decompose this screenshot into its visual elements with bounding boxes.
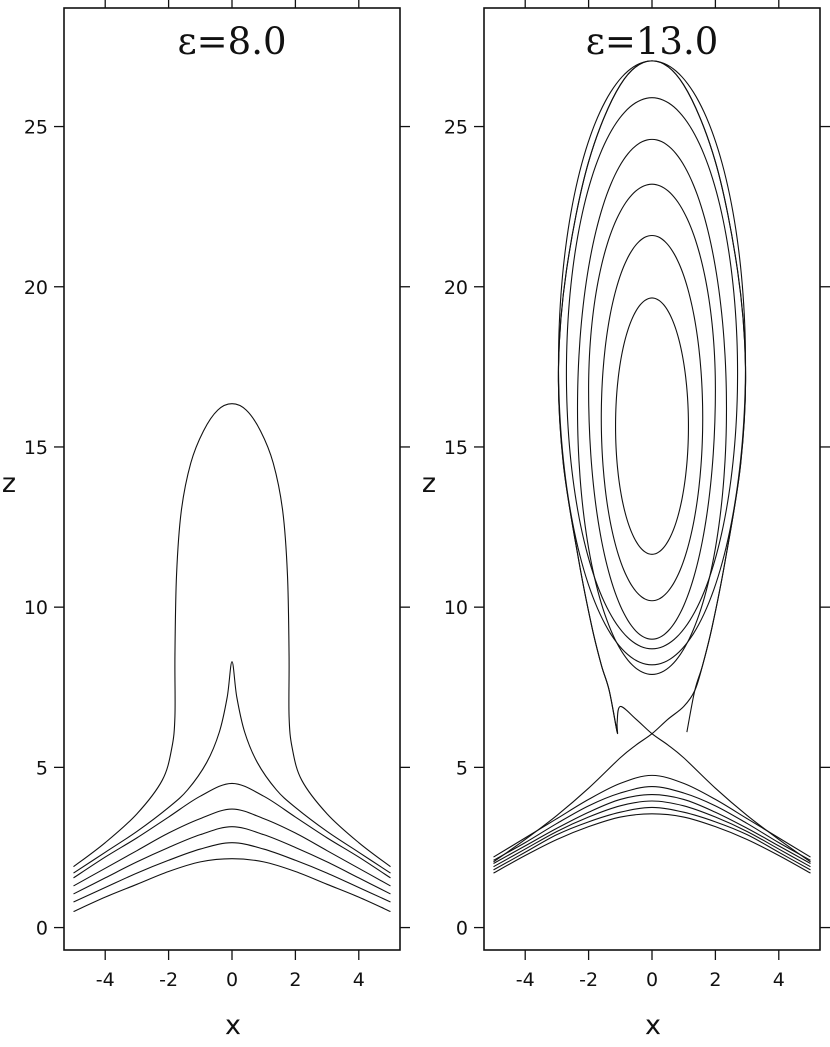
contour-line bbox=[73, 661, 391, 874]
contour-line bbox=[557, 60, 811, 863]
contour-loop bbox=[615, 297, 689, 555]
x-tick-label: 2 bbox=[709, 969, 721, 991]
contour-loop bbox=[557, 60, 747, 666]
contour-line bbox=[73, 826, 391, 895]
y-tick-label: 5 bbox=[456, 757, 468, 779]
contour-loop bbox=[600, 234, 704, 602]
x-tick-label: -4 bbox=[516, 969, 535, 991]
y-axis-label: z bbox=[2, 468, 16, 499]
y-tick-label: 15 bbox=[444, 437, 468, 459]
y-tick-label: 0 bbox=[36, 918, 48, 940]
contour-line bbox=[73, 858, 391, 913]
x-tick-label: -2 bbox=[579, 969, 598, 991]
contour-line bbox=[493, 786, 811, 861]
contour-line bbox=[73, 808, 391, 887]
y-tick-label: 25 bbox=[24, 117, 48, 139]
contour-line bbox=[493, 60, 747, 863]
contour-line bbox=[493, 806, 811, 871]
x-tick-label: 4 bbox=[353, 969, 365, 991]
contour-line bbox=[493, 794, 811, 864]
x-tick-label: 0 bbox=[226, 969, 238, 991]
contour-lines bbox=[73, 403, 391, 913]
y-tick-label: 5 bbox=[36, 757, 48, 779]
x-axis-label: x bbox=[645, 1010, 661, 1041]
x-axis-label: x bbox=[225, 1010, 241, 1041]
contour-loop bbox=[576, 138, 728, 675]
y-tick-label: 10 bbox=[24, 597, 48, 619]
panel-title: ε=13.0 bbox=[586, 20, 719, 63]
panel-epsilon-8: -4 -2 0 2 4 0 5 10 15 20 25 x z ε=8.0 bbox=[2, 0, 410, 1041]
y-tick-label: 25 bbox=[444, 117, 468, 139]
contour-lines bbox=[493, 60, 811, 874]
contour-line bbox=[493, 774, 811, 858]
plot-frame bbox=[483, 7, 821, 951]
panel-title: ε=8.0 bbox=[177, 20, 286, 63]
y-tick-label: 20 bbox=[444, 277, 468, 299]
contour-loop bbox=[588, 183, 716, 640]
y-tick-label: 10 bbox=[444, 597, 468, 619]
y-tick-label: 0 bbox=[456, 918, 468, 940]
x-tick-label: 2 bbox=[289, 969, 301, 991]
contour-line bbox=[493, 800, 811, 868]
panel-epsilon-13: -4 -2 0 2 4 0 5 10 15 20 25 x z ε=13.0 bbox=[422, 0, 830, 1041]
y-tick-label: 15 bbox=[24, 437, 48, 459]
contour-line bbox=[73, 782, 391, 879]
contour-line bbox=[73, 842, 391, 903]
x-tick-label: 4 bbox=[773, 969, 785, 991]
y-axis-label: z bbox=[422, 468, 436, 499]
x-tick-label: -4 bbox=[96, 969, 115, 991]
x-tick-label: -2 bbox=[159, 969, 178, 991]
contour-line bbox=[493, 813, 811, 874]
x-tick-label: 0 bbox=[646, 969, 658, 991]
contour-line bbox=[73, 403, 391, 868]
contour-loop bbox=[565, 97, 739, 650]
y-tick-label: 20 bbox=[24, 277, 48, 299]
